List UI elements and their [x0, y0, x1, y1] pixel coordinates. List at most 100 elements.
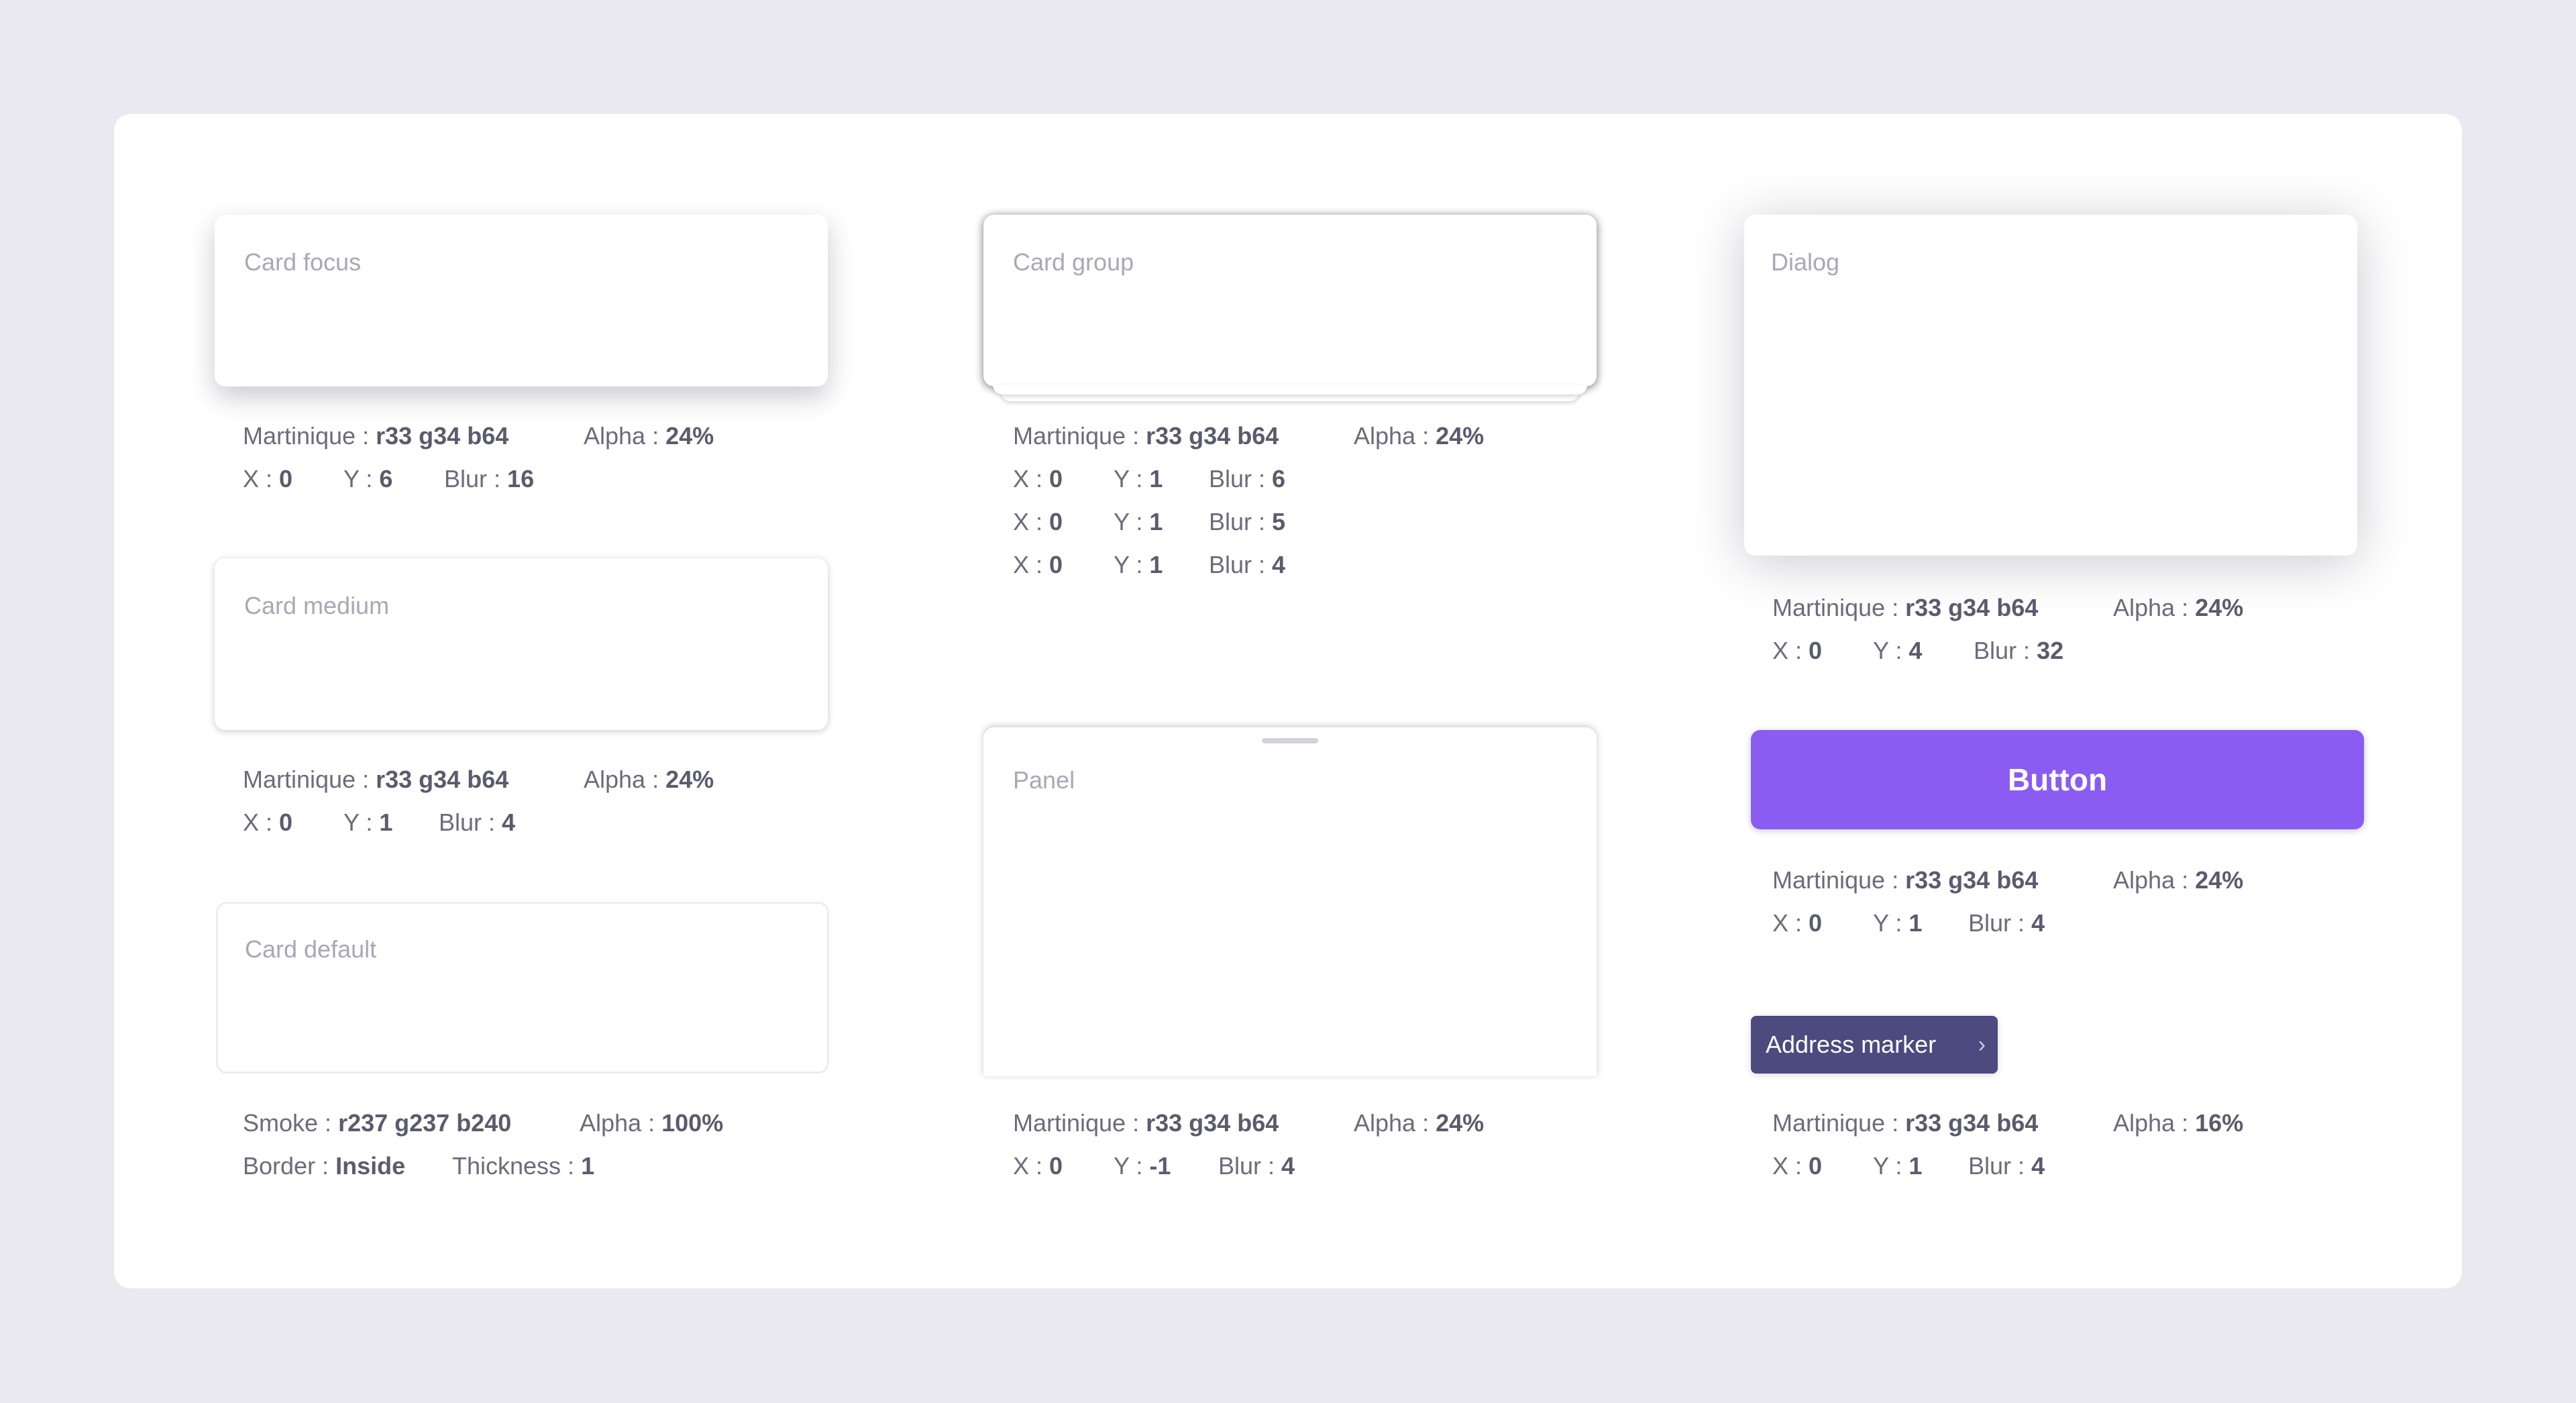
alpha-label: Alpha :: [584, 422, 659, 450]
y-label: Y :: [1114, 1152, 1143, 1180]
x-value: 0: [1809, 1152, 1823, 1180]
blur-value: 6: [1272, 465, 1286, 492]
alpha-value: 24%: [665, 766, 714, 793]
x-label: X :: [1013, 1152, 1043, 1180]
drag-handle[interactable]: [1262, 738, 1318, 743]
x-label: X :: [1772, 909, 1803, 937]
blur-label: Blur :: [1968, 909, 2025, 937]
card-group-stack-front: [993, 385, 1587, 395]
x-value: 0: [1049, 1152, 1063, 1180]
alpha-label: Alpha :: [2113, 866, 2189, 894]
x-value: 0: [1049, 508, 1063, 535]
y-label: Y :: [1873, 637, 1902, 664]
y-value: 6: [379, 465, 393, 492]
color-label: Martinique :: [1772, 1109, 1899, 1137]
y-label: Y :: [1873, 1152, 1902, 1180]
x-label: X :: [1772, 1152, 1803, 1180]
color-value: r33 g34 b64: [1905, 594, 2039, 621]
alpha-value: 100%: [661, 1109, 724, 1137]
card-title: Card default: [245, 935, 377, 963]
alpha-label: Alpha :: [1354, 1109, 1430, 1137]
card-default: Card default: [216, 902, 829, 1074]
x-value: 0: [1049, 465, 1063, 492]
panel-card: Panel: [983, 727, 1597, 1076]
y-value: 1: [1149, 508, 1163, 535]
blur-label: Blur :: [1968, 1152, 2025, 1180]
card-focus: Card focus: [215, 215, 828, 386]
blur-value: 4: [502, 809, 516, 836]
color-label: Smoke :: [243, 1109, 332, 1137]
color-label: Martinique :: [1013, 1109, 1140, 1137]
blur-value: 4: [2031, 1152, 2045, 1180]
x-value: 0: [279, 809, 293, 836]
alpha-value: 24%: [665, 422, 714, 450]
color-value: r33 g34 b64: [376, 422, 509, 450]
blur-label: Blur :: [1209, 508, 1266, 535]
color-value: r237 g237 b240: [338, 1109, 512, 1137]
x-value: 0: [1809, 637, 1823, 664]
blur-label: Blur :: [444, 465, 501, 492]
card-group: Card group: [983, 215, 1597, 401]
x-value: 0: [1049, 551, 1063, 578]
alpha-label: Alpha :: [580, 1109, 655, 1137]
blur-value: 5: [1272, 508, 1286, 535]
alpha-value: 24%: [2195, 866, 2244, 894]
blur-value: 32: [2037, 637, 2064, 664]
color-value: r33 g34 b64: [376, 766, 509, 793]
color-label: Martinique :: [1772, 866, 1899, 894]
alpha-label: Alpha :: [1354, 422, 1430, 450]
y-value: 4: [1909, 637, 1923, 664]
color-value: r33 g34 b64: [1905, 1109, 2039, 1137]
alpha-value: 24%: [1436, 1109, 1485, 1137]
address-marker-label: Address marker: [1766, 1031, 1937, 1058]
y-label: Y :: [1873, 909, 1902, 937]
blur-value: 16: [507, 465, 535, 492]
alpha-value: 16%: [2195, 1109, 2244, 1137]
thickness-value: 1: [581, 1152, 595, 1180]
blur-label: Blur :: [439, 809, 496, 836]
card-title: Card medium: [244, 592, 390, 619]
border-value: Inside: [335, 1152, 406, 1180]
color-label: Martinique :: [243, 766, 370, 793]
alpha-label: Alpha :: [2113, 594, 2189, 621]
address-marker[interactable]: Address marker ›: [1751, 1016, 1998, 1074]
card-medium: Card medium: [215, 558, 828, 730]
y-value: 1: [1149, 551, 1163, 578]
x-label: X :: [243, 465, 273, 492]
thickness-label: Thickness :: [452, 1152, 575, 1180]
chevron-right-icon: ›: [1978, 1032, 1986, 1057]
blur-label: Blur :: [1209, 551, 1266, 578]
alpha-label: Alpha :: [2113, 1109, 2189, 1137]
primary-button[interactable]: Button: [1751, 730, 2364, 829]
y-label: Y :: [1114, 551, 1143, 578]
x-label: X :: [1772, 637, 1803, 664]
blur-value: 4: [1281, 1152, 1295, 1180]
blur-label: Blur :: [1974, 637, 2031, 664]
blur-label: Blur :: [1209, 465, 1266, 492]
color-value: r33 g34 b64: [1146, 1109, 1279, 1137]
color-label: Martinique :: [1013, 422, 1140, 450]
color-label: Martinique :: [1772, 594, 1899, 621]
blur-label: Blur :: [1218, 1152, 1275, 1180]
y-value: 1: [379, 809, 393, 836]
color-label: Martinique :: [243, 422, 370, 450]
x-label: X :: [243, 809, 273, 836]
color-value: r33 g34 b64: [1905, 866, 2039, 894]
y-value: -1: [1149, 1152, 1171, 1180]
x-value: 0: [1809, 909, 1823, 937]
card-title: Card group: [1013, 248, 1134, 276]
x-label: X :: [1013, 551, 1043, 578]
y-label: Y :: [1114, 465, 1143, 492]
x-value: 0: [279, 465, 293, 492]
y-value: 1: [1149, 465, 1163, 492]
alpha-label: Alpha :: [584, 766, 659, 793]
card-title: Panel: [1013, 766, 1075, 794]
border-label: Border :: [243, 1152, 329, 1180]
alpha-value: 24%: [1436, 422, 1485, 450]
y-label: Y :: [343, 465, 373, 492]
y-label: Y :: [343, 809, 373, 836]
card-title: Dialog: [1771, 248, 1840, 276]
x-label: X :: [1013, 508, 1043, 535]
alpha-value: 24%: [2195, 594, 2244, 621]
color-value: r33 g34 b64: [1146, 422, 1279, 450]
